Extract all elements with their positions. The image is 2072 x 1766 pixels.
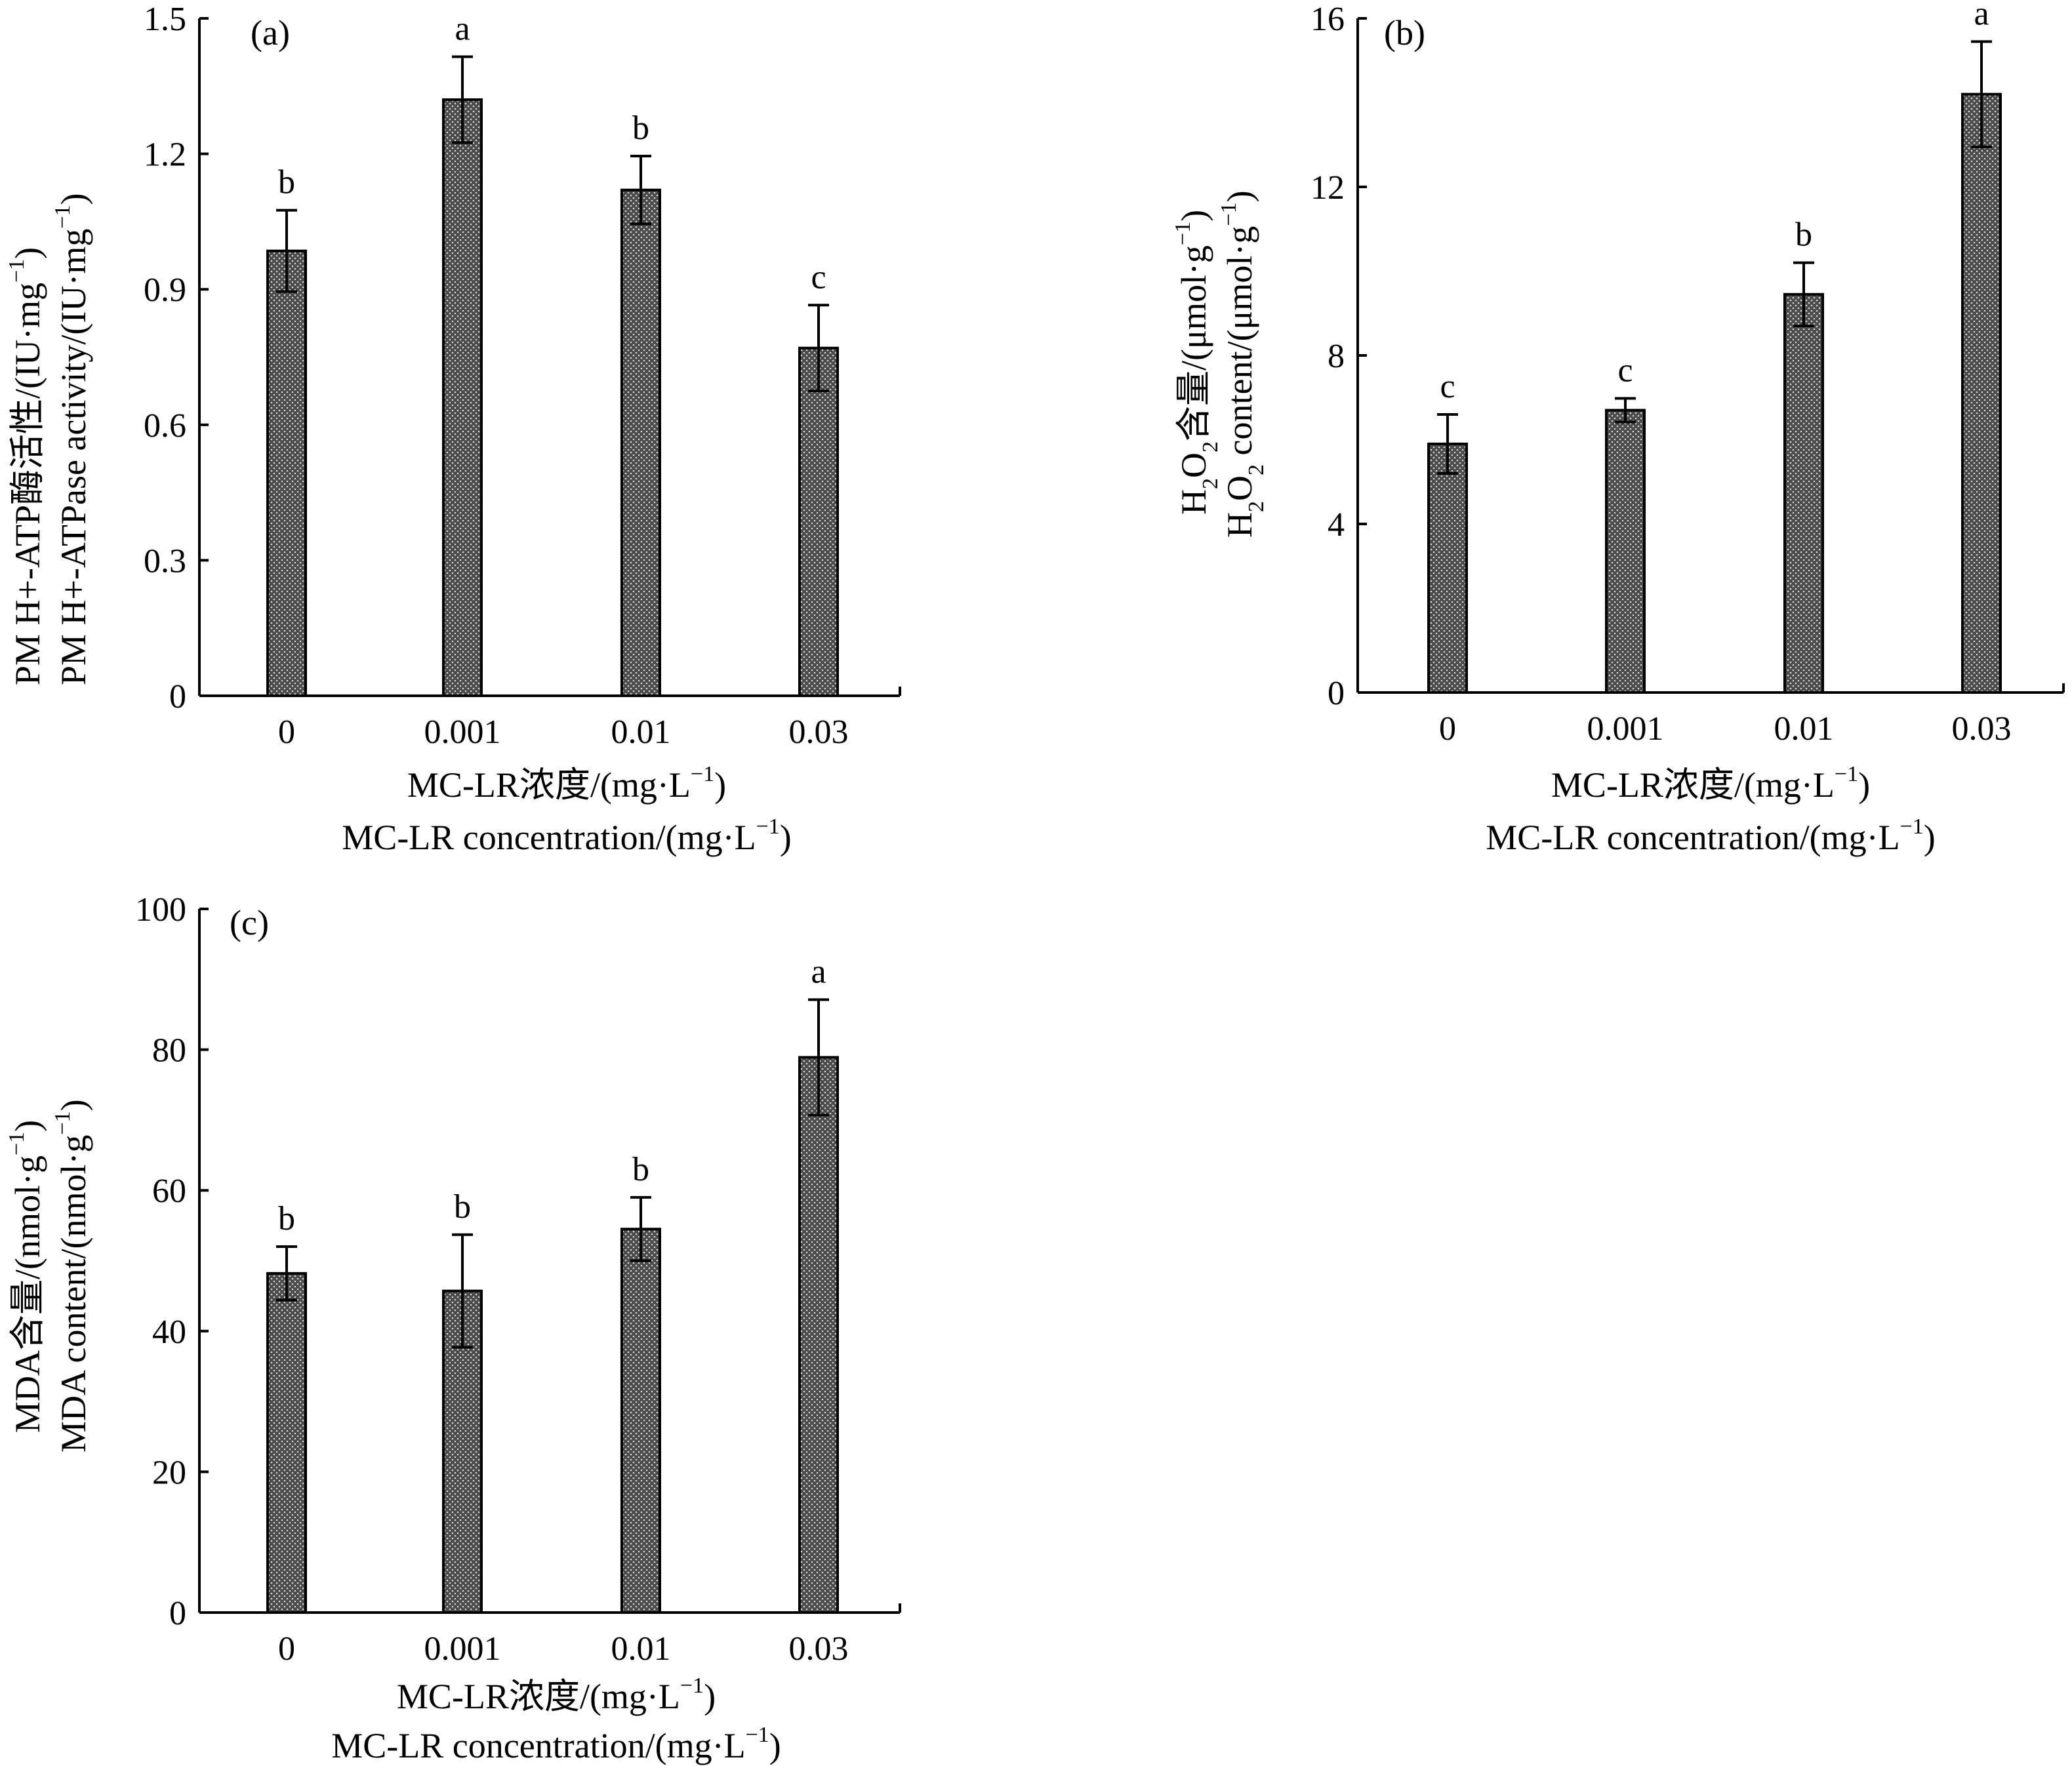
y-tick-label: 80 [152,1032,186,1070]
x-tick-label: 0.03 [789,713,849,751]
bar [798,346,839,697]
x-tick-label: 0 [278,713,295,751]
significance-letter: a [811,953,826,990]
bar [1783,292,1824,694]
y-tick-label: 0 [1328,675,1345,712]
y-tick-label: 16 [1310,1,1345,38]
y-tick-label: 0 [169,678,186,715]
significance-letter: c [811,258,826,296]
y-axis-title-cn-c: MDA含量/(nmol·g−1) [5,1120,47,1433]
y-tick-label: 12 [1310,169,1345,207]
panel-b: 0 4 8 12 16 c 0 c 0.001 b 0.01 a 0.03 (b) H2O2含量/(μm… [1171,0,2065,857]
bar [442,98,483,697]
y-tick-label: 40 [152,1314,186,1351]
x-tick-label: 0.001 [424,1630,501,1668]
y-axis-title-cn-b: H2O2含量/(μmol·g−1) [1171,210,1223,515]
significance-letter: b [278,1200,295,1237]
significance-letter: b [632,110,649,147]
y-axis-title-en-c: MDA content/(nmol·g−1) [51,1099,93,1453]
x-tick-label: 0.03 [1952,710,2012,748]
y-tick-label: 0.3 [144,542,186,580]
plot-area-a: 0 0.3 0.6 0.9 1.2 1.5 b 0 a 0.001 b 0.01 c 0.03 [144,1,901,751]
significance-letter: c [1440,368,1455,405]
significance-letter: b [632,1151,649,1188]
panel-label-c: (c) [230,903,269,942]
significance-letter: c [1617,352,1633,390]
x-axis-title-en-b: MC-LR concentration/(mg·L−1) [1486,814,1936,857]
x-tick-label: 0 [1439,710,1456,748]
y-tick-label: 0.9 [144,271,186,309]
y-axis-title-en-a: PM H+-ATPase activity/(IU·mg−1) [51,193,93,685]
x-tick-label: 0.03 [789,1630,849,1668]
x-tick-label: 0.001 [1587,710,1664,748]
bar [620,188,661,697]
bar [266,1272,307,1614]
y-tick-label: 8 [1328,338,1345,375]
x-tick-label: 0.01 [611,1630,671,1668]
y-tick-label: 0.6 [144,407,186,445]
x-tick-label: 0.001 [424,713,501,751]
x-axis-title-en-a: MC-LR concentration/(mg·L−1) [342,814,792,857]
y-tick-label: 1.5 [144,1,186,38]
y-tick-label: 0 [169,1595,186,1632]
plot-area-b: 0 4 8 12 16 c 0 c 0.001 b 0.01 a 0.03 [1310,0,2065,748]
y-tick-label: 4 [1328,506,1345,544]
plot-area-c: 0 20 40 60 80 100 b 0 b 0.001 b 0.01 a 0.03 [135,891,901,1668]
panel-c: 0 20 40 60 80 100 b 0 b 0.001 b 0.01 a 0.03 (c) MDA含量… [5,891,901,1765]
bar [1961,92,2002,694]
panel-a: 0 0.3 0.6 0.9 1.2 1.5 b 0 a 0.001 b 0.01 c 0.03 (a) P… [5,1,901,857]
x-tick-label: 0 [278,1630,295,1668]
significance-letter: b [278,164,295,201]
bar [620,1228,661,1614]
x-axis-title-cn-a: MC-LR浓度/(mg·L−1) [407,762,726,805]
y-axis-title-cn-a: PM H+-ATP酶活性/(IU·mg−1) [5,247,47,685]
panel-label-b: (b) [1384,13,1425,52]
panel-label-a: (a) [251,13,290,52]
significance-letter: a [1974,0,1989,32]
y-axis-title-en-b: H2O2 content/(μmol·g−1) [1217,190,1269,538]
bar [1427,442,1468,694]
x-tick-label: 0.01 [1774,710,1834,748]
x-axis-title-cn-b: MC-LR浓度/(mg·L−1) [1551,762,1870,805]
y-tick-label: 20 [152,1454,186,1491]
significance-letter: a [455,10,470,48]
significance-letter: b [454,1188,471,1226]
bar [1605,409,1646,694]
x-axis-title-en-c: MC-LR concentration/(mg·L−1) [331,1723,781,1765]
significance-letter: b [1795,216,1812,254]
bar [266,249,307,697]
x-axis-title-cn-c: MC-LR浓度/(mg·L−1) [397,1674,716,1716]
x-tick-label: 0.01 [611,713,671,751]
y-tick-label: 60 [152,1173,186,1210]
bar [798,1056,839,1614]
y-tick-label: 100 [135,891,186,929]
y-tick-label: 1.2 [144,136,186,174]
